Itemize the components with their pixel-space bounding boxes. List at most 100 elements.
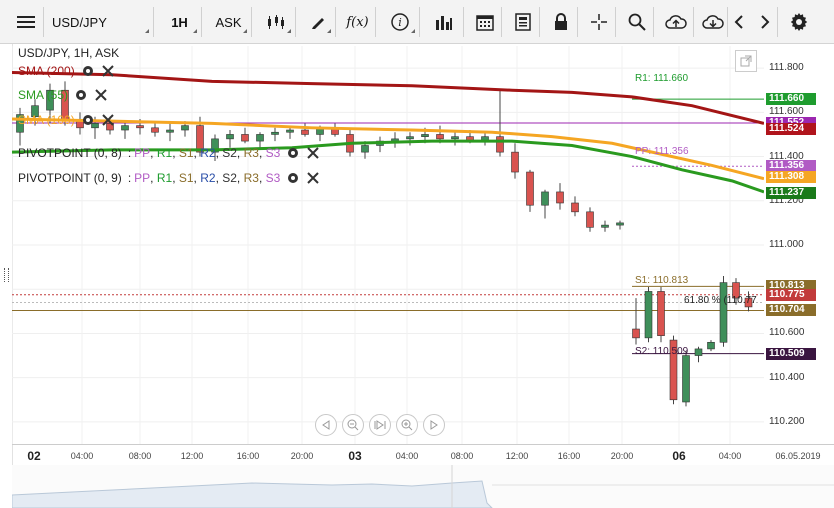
time-tick-label: 08:00 bbox=[450, 451, 474, 461]
close-icon[interactable] bbox=[306, 146, 320, 160]
gear-icon[interactable] bbox=[286, 171, 300, 185]
candle-body bbox=[91, 123, 99, 129]
pivot-name: PIVOTPOINT (0, 9) bbox=[18, 171, 122, 185]
pivot-level-r3: R3 bbox=[243, 171, 259, 185]
scroll-right-button[interactable] bbox=[752, 7, 778, 37]
navigator-overview[interactable] bbox=[12, 465, 834, 508]
price-type-selector[interactable]: ASK bbox=[206, 7, 252, 37]
legend-sma100[interactable]: SMA (100) bbox=[18, 112, 115, 128]
resize-handle[interactable] bbox=[4, 268, 9, 282]
price-tick-label: 111.600 bbox=[769, 106, 804, 118]
legend-pivot-8[interactable]: PIVOTPOINT (0, 8) : PP, R1, S1, R2, S2, … bbox=[18, 145, 320, 161]
info-icon: i bbox=[390, 13, 409, 31]
time-tick-label: 12:00 bbox=[180, 451, 204, 461]
scroll-forward-button[interactable] bbox=[423, 414, 445, 436]
scroll-back-button[interactable] bbox=[315, 414, 337, 436]
close-icon[interactable] bbox=[101, 64, 115, 78]
download-button[interactable] bbox=[698, 7, 728, 37]
popout-button[interactable] bbox=[735, 50, 757, 72]
legend-label: SMA (100) bbox=[18, 113, 75, 127]
volume-button[interactable] bbox=[424, 7, 464, 37]
candle-body bbox=[421, 134, 429, 137]
candle bbox=[16, 107, 24, 146]
triangle-left-icon bbox=[322, 420, 330, 430]
candle-body bbox=[586, 211, 594, 228]
candle-body bbox=[16, 114, 24, 133]
scroll-left-button[interactable] bbox=[728, 7, 750, 37]
triangle-right-icon bbox=[430, 420, 438, 430]
price-chart[interactable] bbox=[12, 46, 764, 444]
time-tick-label: 08:00 bbox=[128, 451, 152, 461]
info-button[interactable]: i bbox=[380, 7, 420, 37]
candle bbox=[151, 121, 159, 137]
toolbar: USD/JPY 1H ASK f(x) i bbox=[0, 0, 834, 44]
gear-icon[interactable] bbox=[286, 146, 300, 160]
candle bbox=[571, 196, 579, 217]
chart-type-button[interactable] bbox=[256, 7, 296, 37]
document-icon bbox=[514, 13, 531, 31]
time-tick-label: 04:00 bbox=[395, 451, 419, 461]
candle-body bbox=[211, 138, 219, 153]
bar-chart-icon bbox=[435, 16, 452, 30]
settings-button[interactable] bbox=[784, 7, 814, 37]
candle-body bbox=[526, 171, 534, 206]
candle-body bbox=[657, 291, 665, 336]
price-type-label: ASK bbox=[215, 14, 242, 30]
gear-icon[interactable] bbox=[81, 113, 95, 127]
calendar-button[interactable] bbox=[468, 7, 502, 37]
zoom-button[interactable] bbox=[620, 7, 654, 37]
caret-icon bbox=[411, 29, 415, 33]
candle bbox=[669, 335, 678, 405]
fx-label: f(x) bbox=[346, 14, 369, 30]
candle-body bbox=[46, 89, 54, 111]
symbol-selector[interactable]: USD/JPY bbox=[48, 7, 154, 37]
candle bbox=[331, 123, 339, 137]
candle bbox=[707, 340, 715, 352]
legend-sma200[interactable]: SMA (200) bbox=[18, 63, 115, 79]
candle bbox=[166, 123, 174, 142]
price-badge: 111.237 bbox=[766, 186, 816, 199]
lock-button[interactable] bbox=[544, 7, 578, 37]
candle bbox=[644, 287, 653, 343]
timeframe-selector[interactable]: 1H bbox=[158, 7, 202, 37]
candle-body bbox=[632, 328, 640, 339]
lock-icon bbox=[554, 13, 567, 30]
upload-button[interactable] bbox=[658, 7, 694, 37]
price-tick-label: 111.000 bbox=[769, 239, 804, 250]
s2-level-label: S2: 110.509 bbox=[635, 346, 689, 357]
candle-body bbox=[436, 134, 444, 140]
indicators-button[interactable]: f(x) bbox=[340, 7, 376, 37]
draw-tools-button[interactable] bbox=[300, 7, 336, 37]
candle-body bbox=[136, 125, 144, 129]
gear-icon[interactable] bbox=[74, 88, 88, 102]
close-icon[interactable] bbox=[306, 171, 320, 185]
legend-label: SMA (200) bbox=[18, 64, 75, 78]
candle-body bbox=[271, 131, 279, 135]
popout-icon bbox=[740, 55, 752, 67]
reset-view-button[interactable] bbox=[369, 414, 391, 436]
candle-body bbox=[707, 341, 715, 350]
menu-button[interactable] bbox=[8, 7, 44, 37]
legend-sma55[interactable]: SMA (55) bbox=[18, 87, 108, 103]
pivot-level-s2: S2 bbox=[222, 171, 237, 185]
close-icon[interactable] bbox=[94, 88, 108, 102]
price-tick-label: 111.800 bbox=[769, 62, 804, 74]
crosshair-button[interactable] bbox=[582, 7, 616, 37]
news-button[interactable] bbox=[506, 7, 540, 37]
zoom-out-button[interactable] bbox=[342, 414, 364, 436]
time-axis[interactable]: 02 04:00 08:00 12:00 16:00 20:00 03 04:00 08:00 1… bbox=[12, 444, 834, 465]
price-badge: 110.509 bbox=[766, 347, 816, 360]
gear-icon[interactable] bbox=[81, 64, 95, 78]
candle bbox=[744, 291, 753, 312]
zoom-in-button[interactable] bbox=[396, 414, 418, 436]
close-icon[interactable] bbox=[101, 113, 115, 127]
legend-pivot-9[interactable]: PIVOTPOINT (0, 9) : PP, R1, S1, R2, S2, … bbox=[18, 170, 320, 186]
candle-body bbox=[301, 129, 309, 135]
candle bbox=[211, 134, 219, 161]
pencil-icon bbox=[311, 18, 324, 29]
candle bbox=[226, 130, 234, 148]
price-tick-label: 110.600 bbox=[769, 327, 805, 339]
pivot-level-pp: PP bbox=[134, 146, 151, 160]
magnifier-icon bbox=[628, 13, 646, 31]
candle-body bbox=[406, 136, 414, 140]
